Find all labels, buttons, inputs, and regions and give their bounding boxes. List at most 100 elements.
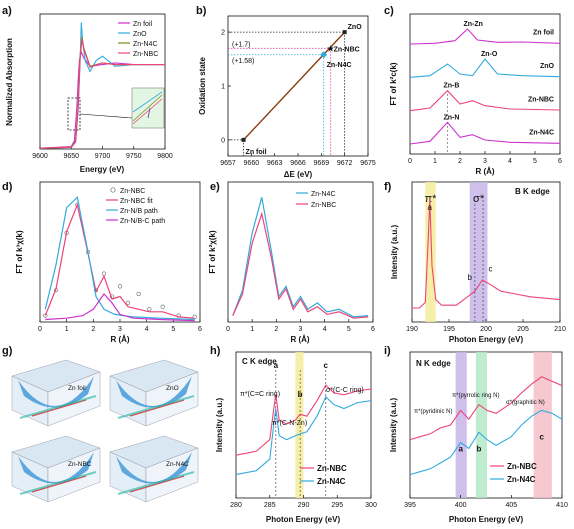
x-tick-label: 1 — [433, 158, 437, 165]
panel-e: e) 0 1 2 3 4 5 6 R (Å) FT of k²χ(k) Zn-N4C Zn-… — [208, 181, 375, 344]
trace-line — [409, 121, 561, 145]
legend-label: Zn-NBC — [317, 464, 347, 473]
panel-e-letter: e) — [210, 181, 220, 193]
x-tick-label: 295 — [331, 502, 343, 509]
panel-e-frame — [227, 181, 374, 323]
x-tick-label: 210 — [554, 326, 566, 333]
peak-label: b — [467, 273, 472, 282]
x-tick-label: 300 — [365, 502, 377, 509]
panel-i-plot: 395 400 405 410 a b c π*(pyridinic N) π*(pyrroli… — [404, 352, 568, 509]
panel-b-ylabel: Oxidation state — [198, 57, 207, 115]
peak-label: c — [540, 433, 545, 442]
panel-d-plot: 0 1 2 3 4 5 6 — [38, 196, 202, 333]
panel-b-plot: 9657 9660 9663 9666 9669 9672 9675 0 1 2 ★ Zn foil Z… — [220, 24, 376, 167]
point-label: Zn foil — [246, 149, 267, 156]
x-tick-label: 0 — [408, 158, 412, 165]
peak-annotation: σ*(C-C ring) — [326, 387, 364, 394]
inset-line — [132, 98, 163, 125]
x-tick-label: 3 — [118, 326, 122, 333]
x-tick-label: 410 — [556, 502, 568, 509]
series-line — [44, 202, 195, 319]
x-tick-label: 9669 — [314, 160, 330, 167]
panel-h-letter: h) — [210, 345, 221, 357]
panel-g-letter: g) — [2, 345, 13, 357]
x-tick-label: 9650 — [63, 153, 79, 160]
x-tick-label: 9700 — [95, 153, 111, 160]
peak-label: Zn-B — [444, 83, 460, 90]
peak-label: a — [274, 361, 279, 370]
x-tick-label: 9800 — [157, 153, 173, 160]
x-tick-label: 0 — [226, 326, 230, 333]
data-point: ★ — [327, 43, 335, 53]
x-tick-label: 1 — [250, 326, 254, 333]
series-line — [232, 197, 369, 318]
panel-h-plot: 280 285 290 295 300 a b c π*(C=C ring) π*(C-N-Zn)… — [230, 352, 377, 509]
x-tick-label: 290 — [298, 502, 310, 509]
surface-funnel — [18, 376, 94, 408]
point-label: Zn-NBC — [334, 46, 360, 53]
panel-e-plot: 0 1 2 3 4 5 6 — [226, 197, 375, 333]
series-line — [39, 39, 165, 149]
x-tick-label: 195 — [443, 326, 455, 333]
trace-line — [409, 58, 561, 78]
panel-h-xlabel: Photon Energy (eV) — [266, 515, 341, 524]
x-tick-label: 9600 — [32, 153, 48, 160]
panel-i-ylabel: Intensity (a.u.) — [389, 398, 398, 453]
panel-d-ylabel: FT of k³χ(k) — [15, 230, 24, 274]
panel-f-title: B K edge — [515, 187, 550, 196]
panel-a: a) 9600 9650 9700 9750 9800 Energy (eV) Norm… — [2, 5, 173, 174]
trace-line — [409, 28, 561, 45]
surface-funnel — [116, 452, 192, 484]
surface-ridge — [129, 475, 185, 493]
x-tick-label: 4 — [323, 326, 327, 333]
trace-name: ZnO — [540, 63, 555, 70]
x-tick-label: 4 — [145, 326, 149, 333]
highlight-band — [455, 352, 467, 498]
series-line — [45, 293, 195, 322]
y-tick-label: 0 — [221, 137, 225, 144]
surface-title: Zn-NBC — [68, 461, 92, 468]
peak-label: a — [428, 203, 433, 212]
peak-annotation: π*(C=C ring) — [240, 391, 280, 398]
legend-label: Zn foil — [133, 21, 153, 28]
panel-i: i) 395 400 405 410 a b c π*(pyridinic N) π*(pyrr… — [384, 345, 568, 524]
inset-line — [132, 91, 163, 113]
inset-arrow — [147, 107, 151, 119]
x-tick-label: 205 — [517, 326, 529, 333]
panel-h-title: C K edge — [242, 357, 277, 366]
x-tick-label: 5 — [533, 158, 537, 165]
panel-b-letter: b) — [196, 5, 207, 17]
panel-a-xlabel: Energy (eV) — [80, 165, 125, 174]
series-line — [235, 384, 372, 456]
x-tick-label: 2 — [458, 158, 462, 165]
x-tick-label: 4 — [508, 158, 512, 165]
peak-label: Zn-O — [481, 51, 498, 58]
highlight-band — [475, 352, 488, 498]
x-tick-label: 9663 — [267, 160, 283, 167]
panel-d-letter: d) — [2, 181, 13, 193]
x-tick-label: 3 — [299, 326, 303, 333]
data-point — [125, 300, 131, 306]
x-tick-label: 9750 — [126, 153, 142, 160]
panel-c-plot: 0 1 2 3 4 5 6 Zn foil Zn-Zn ZnO Zn-O Zn-NBC Zn-B Zn-N… — [408, 21, 562, 165]
panel-d: d) 0 1 2 3 4 5 6 R (Å) FT of k³χ(k) Zn-NBC Zn-… — [2, 181, 202, 344]
panel-a-plot: 9600 9650 9700 9750 9800 — [32, 22, 173, 160]
x-tick-label: 1 — [65, 326, 69, 333]
panel-g: g) Zn foil ZnO Zn-NBC Zn-N4C — [2, 345, 199, 503]
surface-ridge — [31, 475, 87, 493]
x-tick-label: 2 — [274, 326, 278, 333]
legend-label: Zn-NBC — [120, 188, 145, 195]
x-tick-label: 5 — [347, 326, 351, 333]
panel-d-legend: Zn-NBC Zn-NBC fit Zn-N/B path Zn-N/B-C p… — [106, 187, 165, 225]
panel-f-letter: f) — [384, 181, 392, 193]
highlight-band — [295, 352, 304, 498]
data-point — [136, 291, 141, 297]
x-tick-label: 0 — [38, 326, 42, 333]
x-tick-label: 9672 — [337, 160, 353, 167]
panel-i-legend: Zn-NBC Zn-N4C — [490, 462, 537, 484]
data-point — [241, 137, 246, 142]
peak-label: c — [488, 265, 492, 274]
panel-e-legend: Zn-N4C Zn-NBC — [296, 191, 336, 209]
x-tick-label: 395 — [404, 502, 416, 509]
x-tick-label: 400 — [455, 502, 467, 509]
